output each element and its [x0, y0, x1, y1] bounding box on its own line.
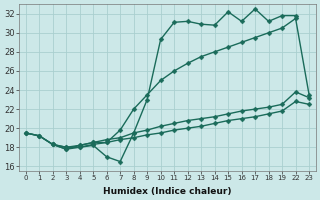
X-axis label: Humidex (Indice chaleur): Humidex (Indice chaleur) — [103, 187, 232, 196]
